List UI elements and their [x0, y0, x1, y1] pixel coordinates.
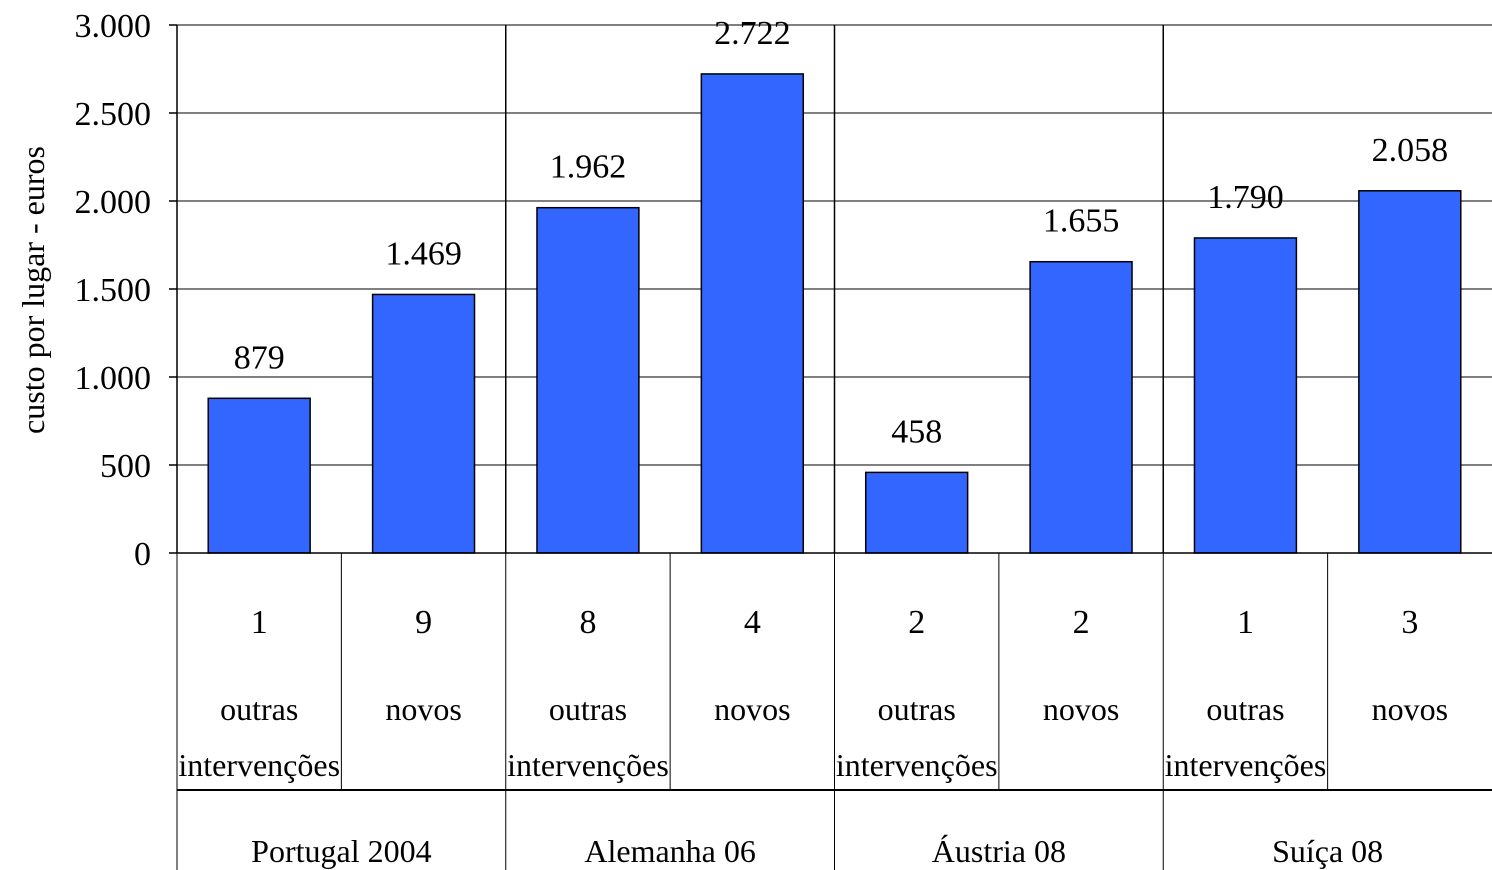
count-label: 1	[1237, 604, 1254, 641]
group-label: Alemanha 06	[584, 833, 756, 869]
group-label: Suíça 08	[1272, 833, 1383, 869]
bar	[864, 471, 969, 554]
category-label: intervenções	[507, 747, 669, 783]
count-label: 4	[744, 604, 761, 641]
axes	[169, 24, 1492, 870]
data-label: 458	[891, 413, 942, 450]
data-label: 1.790	[1207, 179, 1284, 216]
bar	[371, 293, 476, 554]
labels: 0 500 1.000 1.500 2.000 2.500 3.000 879 1 outras i…	[75, 8, 1449, 869]
category-label: novos	[714, 691, 790, 727]
bar	[536, 206, 640, 554]
category-label: outras	[878, 691, 956, 727]
y-tick-label: 2.000	[75, 184, 152, 221]
bar	[700, 73, 805, 554]
category-label: outras	[549, 691, 627, 727]
data-label: 2.058	[1372, 132, 1449, 169]
count-label: 2	[908, 604, 925, 641]
data-label: 2.722	[714, 15, 791, 52]
category-label: intervenções	[1165, 747, 1327, 783]
category-label: novos	[1372, 691, 1448, 727]
y-axis-label: custo por lugar - euros	[15, 146, 51, 434]
y-tick-label: 500	[100, 448, 151, 485]
bar	[1358, 190, 1462, 554]
category-label: novos	[1043, 691, 1119, 727]
y-tick-label: 0	[134, 536, 151, 573]
count-label: 9	[415, 604, 432, 641]
data-label: 1.655	[1043, 203, 1120, 240]
data-label: 1.962	[550, 149, 627, 186]
category-label: intervenções	[178, 747, 340, 783]
group-label: Áustria 08	[932, 833, 1066, 869]
category-label: outras	[220, 691, 298, 727]
count-label: 3	[1401, 604, 1418, 641]
data-label: 1.469	[385, 235, 462, 272]
data-label: 879	[234, 339, 285, 376]
group-label: Portugal 2004	[251, 833, 431, 869]
category-label: intervenções	[836, 747, 998, 783]
y-tick-label: 1.000	[75, 360, 152, 397]
y-tick-label: 1.500	[75, 272, 152, 309]
count-label: 2	[1073, 604, 1090, 641]
category-label: outras	[1206, 691, 1284, 727]
bar	[207, 397, 311, 554]
count-label: 1	[251, 604, 268, 641]
count-label: 8	[579, 604, 596, 641]
bars	[207, 73, 1462, 554]
category-label: novos	[385, 691, 461, 727]
y-tick-label: 2.500	[75, 96, 152, 133]
bar	[1193, 237, 1298, 554]
bar	[1029, 260, 1133, 554]
y-tick-label: 3.000	[75, 8, 152, 45]
